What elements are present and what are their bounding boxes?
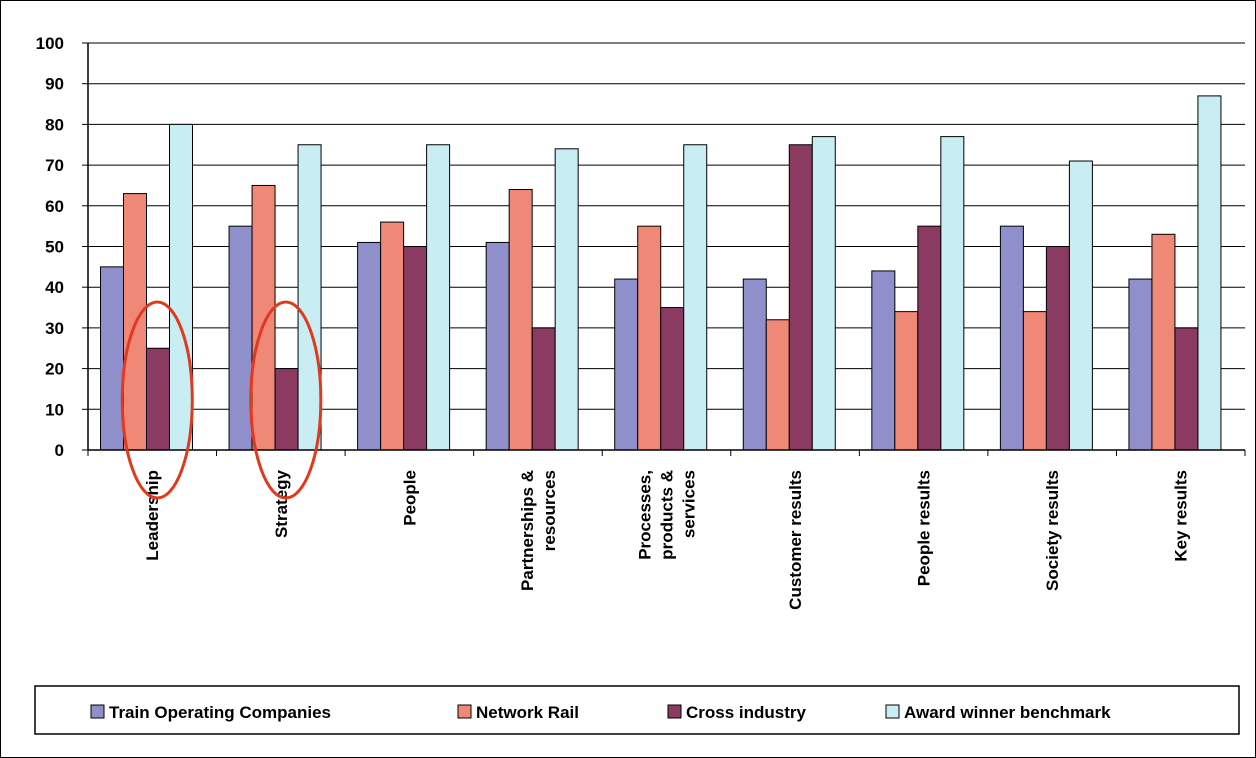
bar	[1197, 95, 1222, 451]
bar	[811, 136, 836, 451]
legend-swatch	[667, 704, 682, 719]
bar	[1022, 311, 1047, 451]
highlight-ellipse	[120, 300, 194, 500]
x-category-label: Strategy	[272, 469, 291, 538]
bar	[554, 148, 579, 451]
y-tick-label: 90	[45, 75, 64, 94]
bar	[531, 327, 556, 451]
bar	[228, 225, 253, 451]
bar	[508, 189, 533, 451]
bar	[1068, 160, 1093, 451]
legend-box	[34, 685, 1240, 735]
x-category-label: Society results	[1043, 470, 1062, 591]
legend-item: Award winner benchmark	[885, 703, 1111, 722]
bar	[1128, 278, 1153, 451]
annotations	[120, 300, 323, 500]
x-category-label: Key results	[1172, 470, 1191, 562]
x-category-label: Leadership	[143, 470, 162, 561]
bar	[660, 307, 685, 451]
y-tick-label: 30	[45, 319, 64, 338]
x-category-label-line: Customer results	[786, 470, 805, 610]
highlight-ellipse	[249, 300, 323, 500]
legend-label: Cross industry	[686, 703, 807, 722]
legend-item: Train Operating Companies	[90, 703, 331, 722]
bar	[917, 225, 942, 451]
bar	[357, 241, 382, 451]
y-tick-label: 50	[45, 238, 64, 257]
bar	[297, 144, 322, 451]
x-category-label-line: People results	[915, 470, 934, 586]
legend-item: Cross industry	[667, 703, 807, 722]
bar	[251, 184, 276, 451]
x-category-label-line: Society results	[1043, 470, 1062, 591]
bar	[999, 225, 1024, 451]
y-tick-label: 20	[45, 360, 64, 379]
x-category-label-line: Key results	[1172, 470, 1191, 562]
x-category-label-line: resources	[540, 470, 559, 551]
bar	[485, 241, 510, 451]
y-tick-label: 80	[45, 115, 64, 134]
bar	[274, 368, 299, 451]
x-category-label: Partnerships & resources	[518, 470, 559, 591]
y-tick-label: 10	[45, 400, 64, 419]
bar	[403, 246, 428, 451]
legend-item: Network Rail	[457, 703, 579, 722]
bar	[146, 347, 170, 451]
legend-label: Network Rail	[476, 703, 579, 722]
x-category-label-line: Processes,	[635, 470, 654, 560]
legend-swatch	[457, 704, 472, 719]
y-tick-label: 60	[45, 197, 64, 216]
legend-swatch	[885, 704, 900, 719]
bar	[614, 278, 639, 451]
x-category-label-line: Partnerships &	[518, 470, 537, 591]
y-tick-label: 100	[36, 34, 64, 53]
legend-swatch	[90, 704, 105, 719]
bar	[894, 311, 919, 451]
bar	[765, 319, 790, 451]
bar	[742, 278, 767, 451]
legend-label: Train Operating Companies	[109, 703, 331, 722]
x-category-label-line: products &	[657, 470, 676, 560]
bar	[380, 221, 405, 451]
bar	[788, 144, 813, 451]
y-tick-label: 0	[55, 441, 64, 460]
x-category-label: People	[400, 470, 419, 526]
bar	[169, 123, 193, 451]
bar	[1045, 246, 1070, 451]
x-category-label: Customer results	[786, 470, 805, 610]
x-category-label-line: Strategy	[272, 469, 291, 538]
bar-series	[100, 95, 1222, 451]
x-category-label: People results	[915, 470, 934, 586]
bar	[871, 270, 896, 451]
bar	[100, 266, 124, 451]
bar	[1151, 233, 1176, 451]
axes	[82, 42, 1246, 456]
y-tick-labels: 0 10 20 30 40 50 60 70 80 90 100	[36, 34, 64, 460]
bar	[940, 136, 965, 451]
legend-label: Award winner benchmark	[904, 703, 1111, 722]
x-category-label: Processes, products & services	[635, 470, 698, 560]
x-category-labels: Leadership Strategy People Partnerships & re…	[143, 469, 1190, 609]
bar	[1174, 327, 1199, 451]
bar	[426, 144, 451, 451]
x-category-label-line: services	[679, 470, 698, 538]
bar	[637, 225, 662, 451]
y-tick-label: 70	[45, 156, 64, 175]
y-tick-label: 40	[45, 278, 64, 297]
bar	[683, 144, 708, 451]
x-category-label-line: People	[400, 470, 419, 526]
x-category-label-line: Leadership	[143, 470, 162, 561]
legend: Train Operating Companies Network Rail Cro…	[34, 685, 1240, 735]
